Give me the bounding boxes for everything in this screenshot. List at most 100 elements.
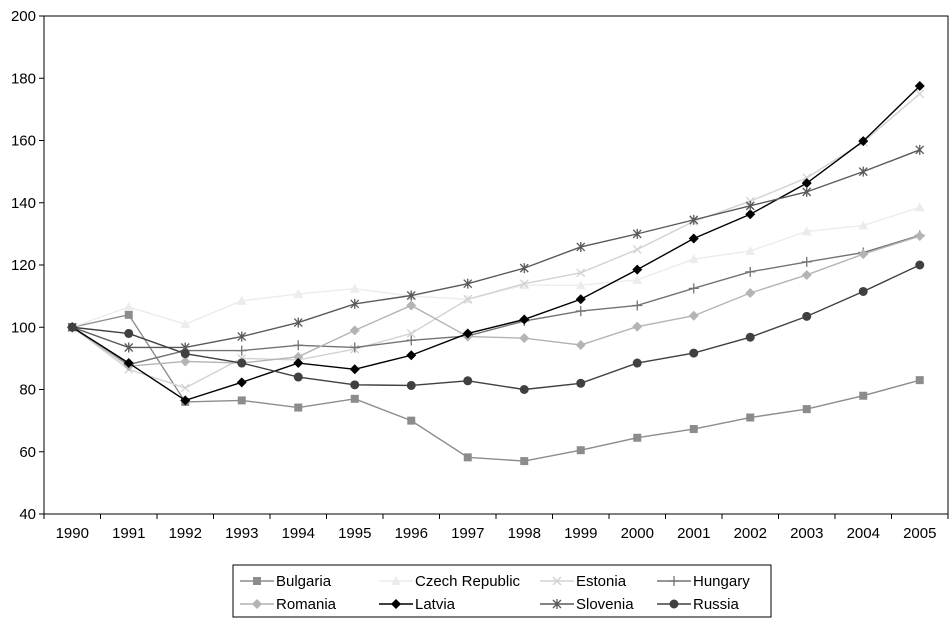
legend-label: Latvia: [415, 596, 456, 613]
data-point-romania: [180, 356, 191, 367]
y-tick-label: 80: [19, 382, 36, 399]
legend-marker: [552, 576, 562, 586]
data-point-latvia: [462, 328, 473, 339]
data-point-slovenia: [802, 186, 812, 197]
data-point-slovenia: [689, 214, 699, 225]
data-point-romania: [349, 325, 360, 336]
series-hungary: [67, 230, 925, 370]
series-estonia: [67, 89, 925, 393]
data-point-romania: [575, 339, 586, 350]
data-point-latvia: [180, 395, 191, 406]
data-point-estonia: [576, 268, 586, 278]
data-point-hungary: [801, 256, 812, 267]
data-point-bulgaria: [294, 403, 303, 412]
data-point-bulgaria: [689, 425, 698, 434]
data-point-latvia: [745, 209, 756, 220]
data-point-bulgaria: [237, 396, 246, 405]
data-point-slovenia: [293, 317, 303, 328]
data-point-russia: [237, 358, 247, 368]
data-point-russia: [67, 322, 77, 332]
x-tick-label: 2003: [790, 525, 823, 542]
legend-marker: [552, 599, 562, 609]
data-point-romania: [688, 310, 699, 321]
data-point-estonia: [915, 89, 925, 99]
data-point-russia: [858, 286, 868, 296]
data-point-czech-republic: [236, 295, 247, 305]
data-point-latvia: [688, 233, 699, 244]
y-tick-label: 160: [11, 133, 36, 150]
y-tick-label: 140: [11, 195, 36, 212]
data-point-bulgaria: [520, 457, 529, 466]
legend-box: [232, 564, 772, 618]
y-tick-label: 120: [11, 257, 36, 274]
data-point-slovenia: [519, 263, 529, 274]
data-point-romania: [293, 351, 304, 362]
x-tick-label: 1999: [564, 525, 597, 542]
legend-item-bulgaria: Bulgaria: [240, 573, 332, 590]
data-point-czech-republic: [914, 202, 925, 212]
data-point-romania: [519, 333, 530, 344]
data-point-latvia: [858, 136, 869, 147]
data-point-russia: [745, 332, 755, 342]
data-point-russia: [406, 380, 416, 390]
series-line-estonia: [71, 93, 921, 389]
axes: 40 60 80 100 120 140 160 180 200 1990 1991 1992 1993…: [11, 8, 949, 542]
data-point-bulgaria: [633, 433, 642, 442]
x-tick-label: 2002: [734, 525, 767, 542]
data-point-hungary: [688, 283, 699, 294]
data-point-romania: [914, 231, 925, 242]
legend-item-romania: Romania: [240, 596, 337, 613]
x-tick-label: 1991: [112, 525, 145, 542]
data-point-bulgaria: [407, 416, 416, 425]
data-point-czech-republic: [123, 302, 134, 312]
data-point-russia: [802, 311, 812, 321]
legend-label: Slovenia: [576, 596, 634, 613]
data-point-estonia: [406, 329, 416, 338]
data-point-bulgaria: [802, 405, 811, 414]
data-point-bulgaria: [576, 446, 585, 455]
series-line-slovenia: [72, 149, 921, 349]
data-point-russia: [632, 358, 642, 368]
data-point-bulgaria: [350, 394, 359, 403]
data-point-romania: [801, 269, 812, 280]
data-point-russia: [463, 376, 473, 386]
data-point-russia: [915, 260, 925, 270]
x-tick-label: 1996: [395, 525, 428, 542]
legend-label: Romania: [276, 596, 337, 613]
data-point-czech-republic: [688, 254, 699, 264]
data-point-czech-republic: [293, 288, 304, 298]
data-point-hungary: [575, 306, 586, 317]
data-point-latvia: [519, 314, 530, 325]
data-point-bulgaria: [859, 391, 868, 400]
series-layer: [67, 81, 925, 466]
data-point-latvia: [406, 350, 417, 361]
data-point-russia: [180, 349, 190, 359]
y-tick-label: 200: [11, 8, 36, 25]
y-tick-label: 60: [19, 444, 36, 461]
data-point-hungary: [632, 300, 643, 311]
x-tick-label: 1995: [338, 525, 371, 542]
data-point-slovenia: [350, 298, 360, 309]
data-point-latvia: [575, 294, 586, 305]
legend-marker: [669, 576, 679, 586]
series-line-russia: [72, 264, 921, 391]
series-czech-republic: [67, 202, 925, 332]
series-russia: [67, 260, 925, 394]
legend-marker: [391, 599, 401, 609]
series-latvia: [67, 81, 925, 406]
y-tick-label: 100: [11, 319, 36, 336]
legend: Bulgaria Czech Republic Estonia Hungary Roma…: [232, 564, 772, 618]
data-point-estonia: [632, 244, 642, 254]
plot-frame: [43, 15, 949, 515]
x-tick-label: 2001: [677, 525, 710, 542]
data-point-estonia: [463, 294, 473, 304]
data-point-russia: [689, 348, 699, 358]
data-point-estonia: [180, 383, 190, 393]
data-point-hungary: [406, 335, 417, 346]
data-point-bulgaria: [463, 453, 472, 462]
data-point-slovenia: [745, 200, 755, 211]
legend-item-hungary: Hungary: [657, 573, 750, 590]
data-point-slovenia: [463, 278, 473, 289]
legend-marker: [669, 599, 679, 609]
